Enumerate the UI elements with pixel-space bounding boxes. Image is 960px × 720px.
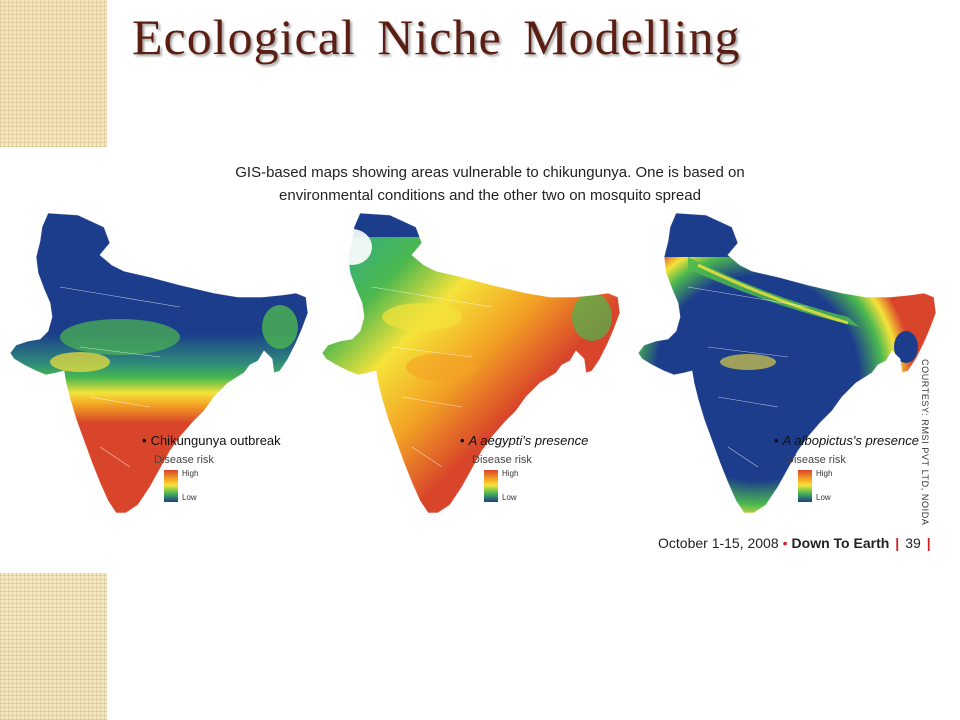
map-chikungunya-outbreak — [9, 212, 309, 514]
map-3-legend-bar — [798, 470, 812, 502]
map-2-legend-low: Low — [502, 493, 517, 502]
source-publication: Down To Earth — [791, 535, 890, 551]
source-separator: • — [782, 535, 788, 551]
risk-maps-svg — [9, 212, 937, 514]
map-2-legend-bar — [484, 470, 498, 502]
decorative-pattern-bottom — [0, 573, 107, 720]
source-footer: October 1-15, 2008 • Down To Earth | 39 | — [658, 535, 937, 551]
map-1-bullet: • — [142, 433, 147, 448]
map-2-legend-high: High — [502, 469, 519, 478]
map-aegypti-presence — [321, 212, 621, 514]
map-1-legend-low: Low — [182, 493, 197, 502]
figure-caption: GIS-based maps showing areas vulnerable … — [150, 161, 830, 207]
map-1-legend-title: Disease risk — [154, 454, 214, 466]
source-bar: | — [895, 535, 900, 551]
map-3-legend-high: High — [816, 469, 833, 478]
decorative-pattern-top — [0, 0, 107, 147]
figure-panel: GIS-based maps showing areas vulnerable … — [0, 147, 960, 573]
map-1-label: • Chikungunya outbreak — [142, 433, 281, 448]
map-3-bullet: • — [774, 433, 779, 448]
caption-line-2: environmental conditions and the other t… — [279, 187, 701, 204]
map-2-bullet: • — [460, 433, 465, 448]
map-2-label: • A aegypti's presence — [460, 433, 588, 448]
courtesy-credit: COURTESY: RMSI PVT LTD, NOIDA — [920, 359, 930, 526]
map-3-legend-low: Low — [816, 493, 831, 502]
map-3-legend-title: Disease risk — [786, 454, 846, 466]
map-1-label-text: Chikungunya outbreak — [150, 433, 281, 448]
map-2-legend-title: Disease risk — [472, 454, 532, 466]
map-2-label-text: A aegypti's presence — [468, 433, 589, 448]
map-1-legend-bar — [164, 470, 178, 502]
caption-line-1: GIS-based maps showing areas vulnerable … — [235, 164, 745, 181]
map-3-label-text: A albopictus's presence — [782, 433, 919, 448]
source-page: 39 — [905, 535, 921, 551]
map-1-legend-high: High — [182, 469, 199, 478]
map-albopictus-presence — [637, 212, 937, 514]
source-bar-end: | — [926, 535, 931, 551]
map-3-label: • A albopictus's presence — [774, 433, 919, 448]
source-date: October 1-15, 2008 — [658, 535, 779, 551]
slide-title: Ecological Niche Modelling — [132, 9, 741, 65]
